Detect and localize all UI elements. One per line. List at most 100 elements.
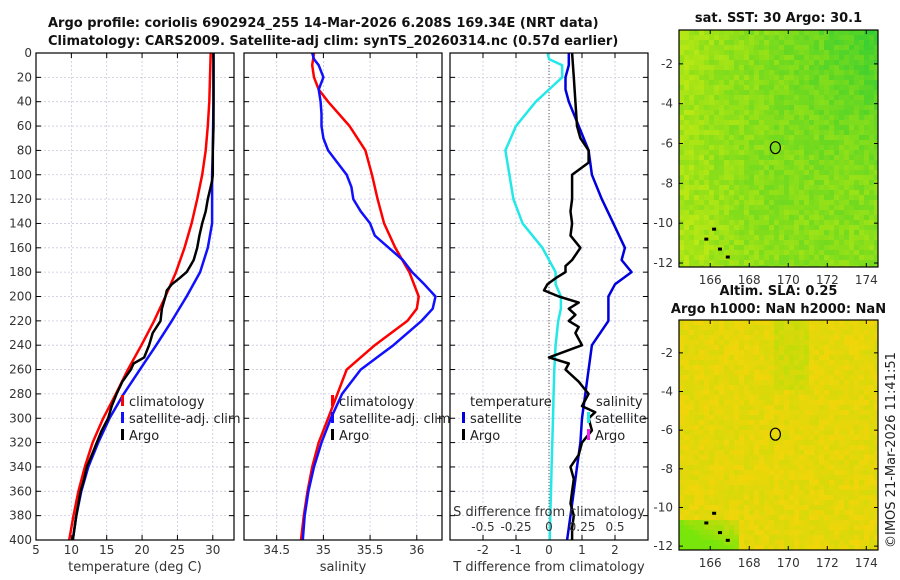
map-cell	[859, 525, 864, 530]
map-cell	[724, 445, 729, 450]
map-cell	[769, 150, 774, 155]
map-cell	[859, 410, 864, 415]
map-cell	[854, 50, 859, 55]
map-cell	[804, 345, 809, 350]
map-cell	[874, 490, 878, 495]
map-cell	[744, 490, 749, 495]
map-cell	[684, 500, 689, 505]
map-cell	[744, 395, 749, 400]
map-cell	[719, 40, 724, 45]
map-cell	[749, 80, 754, 85]
map-cell	[709, 90, 714, 95]
map-cell	[714, 65, 719, 70]
map-cell	[729, 170, 734, 175]
map-cell	[854, 200, 859, 205]
map-cell	[769, 485, 774, 490]
map-cell	[784, 370, 789, 375]
map-cell	[864, 75, 869, 80]
map-cell	[684, 480, 689, 485]
map-cell	[839, 145, 844, 150]
map-cell	[764, 320, 769, 325]
map-cell	[689, 155, 694, 160]
map-cell	[804, 485, 809, 490]
map-cell	[854, 170, 859, 175]
map-cell	[729, 70, 734, 75]
map-cell	[729, 230, 734, 235]
map-cell	[794, 350, 799, 355]
map-cell	[799, 405, 804, 410]
map-cell	[684, 420, 689, 425]
map-cell	[684, 85, 689, 90]
map-cell	[829, 65, 834, 70]
map-cell	[759, 225, 764, 230]
map-cell	[774, 255, 779, 260]
map-cell	[854, 30, 859, 35]
map-cell	[844, 255, 849, 260]
map-subtitle: Argo h1000: NaN h2000: NaN	[671, 302, 886, 317]
map-cell	[679, 250, 684, 255]
map-cell	[869, 230, 874, 235]
map-cell	[679, 415, 684, 420]
map-cell	[774, 465, 779, 470]
map-cell	[729, 485, 734, 490]
map-cell	[719, 115, 724, 120]
map-cell	[844, 430, 849, 435]
map-cell	[764, 240, 769, 245]
y-tick-label: 300	[9, 411, 32, 425]
map-cell	[719, 100, 724, 105]
map-cell	[739, 50, 744, 55]
map-cell	[819, 180, 824, 185]
map-cell	[794, 40, 799, 45]
map-cell	[854, 185, 859, 190]
map-cell	[749, 255, 754, 260]
map-cell	[859, 355, 864, 360]
map-cell	[874, 30, 878, 35]
map-cell	[714, 540, 719, 545]
map-cell	[834, 530, 839, 535]
map-cell	[814, 385, 819, 390]
map-cell	[714, 30, 719, 35]
map-cell	[774, 165, 779, 170]
map-cell	[829, 330, 834, 335]
map-cell	[849, 455, 854, 460]
map-cell	[709, 440, 714, 445]
map-cell	[754, 370, 759, 375]
map-cell	[754, 355, 759, 360]
map-cell	[799, 395, 804, 400]
map-cell	[829, 390, 834, 395]
map-cell	[714, 335, 719, 340]
map-cell	[834, 150, 839, 155]
map-cell	[739, 100, 744, 105]
map-cell	[854, 235, 859, 240]
map-cell	[759, 170, 764, 175]
map-cell	[804, 240, 809, 245]
map-cell	[689, 355, 694, 360]
map-cell	[784, 510, 789, 515]
map-cell	[869, 385, 874, 390]
map-cell	[804, 125, 809, 130]
map-cell	[799, 465, 804, 470]
map-cell	[744, 500, 749, 505]
map-cell	[854, 115, 859, 120]
map-cell	[694, 145, 699, 150]
map-cell	[864, 145, 869, 150]
map-cell	[739, 545, 744, 550]
map-cell	[714, 200, 719, 205]
map-cell	[869, 160, 874, 165]
map-cell	[794, 430, 799, 435]
x-tick-label: 0	[545, 543, 553, 557]
map-cell	[834, 195, 839, 200]
map-cell	[789, 55, 794, 60]
map-cell	[794, 50, 799, 55]
map-cell	[774, 325, 779, 330]
map-cell	[819, 470, 824, 475]
map-cell	[869, 540, 874, 545]
map-cell	[699, 510, 704, 515]
map-cell	[714, 220, 719, 225]
map-cell	[844, 50, 849, 55]
map-cell	[764, 160, 769, 165]
map-cell	[859, 175, 864, 180]
map-cell	[724, 330, 729, 335]
map-cell	[844, 330, 849, 335]
map-cell	[689, 470, 694, 475]
